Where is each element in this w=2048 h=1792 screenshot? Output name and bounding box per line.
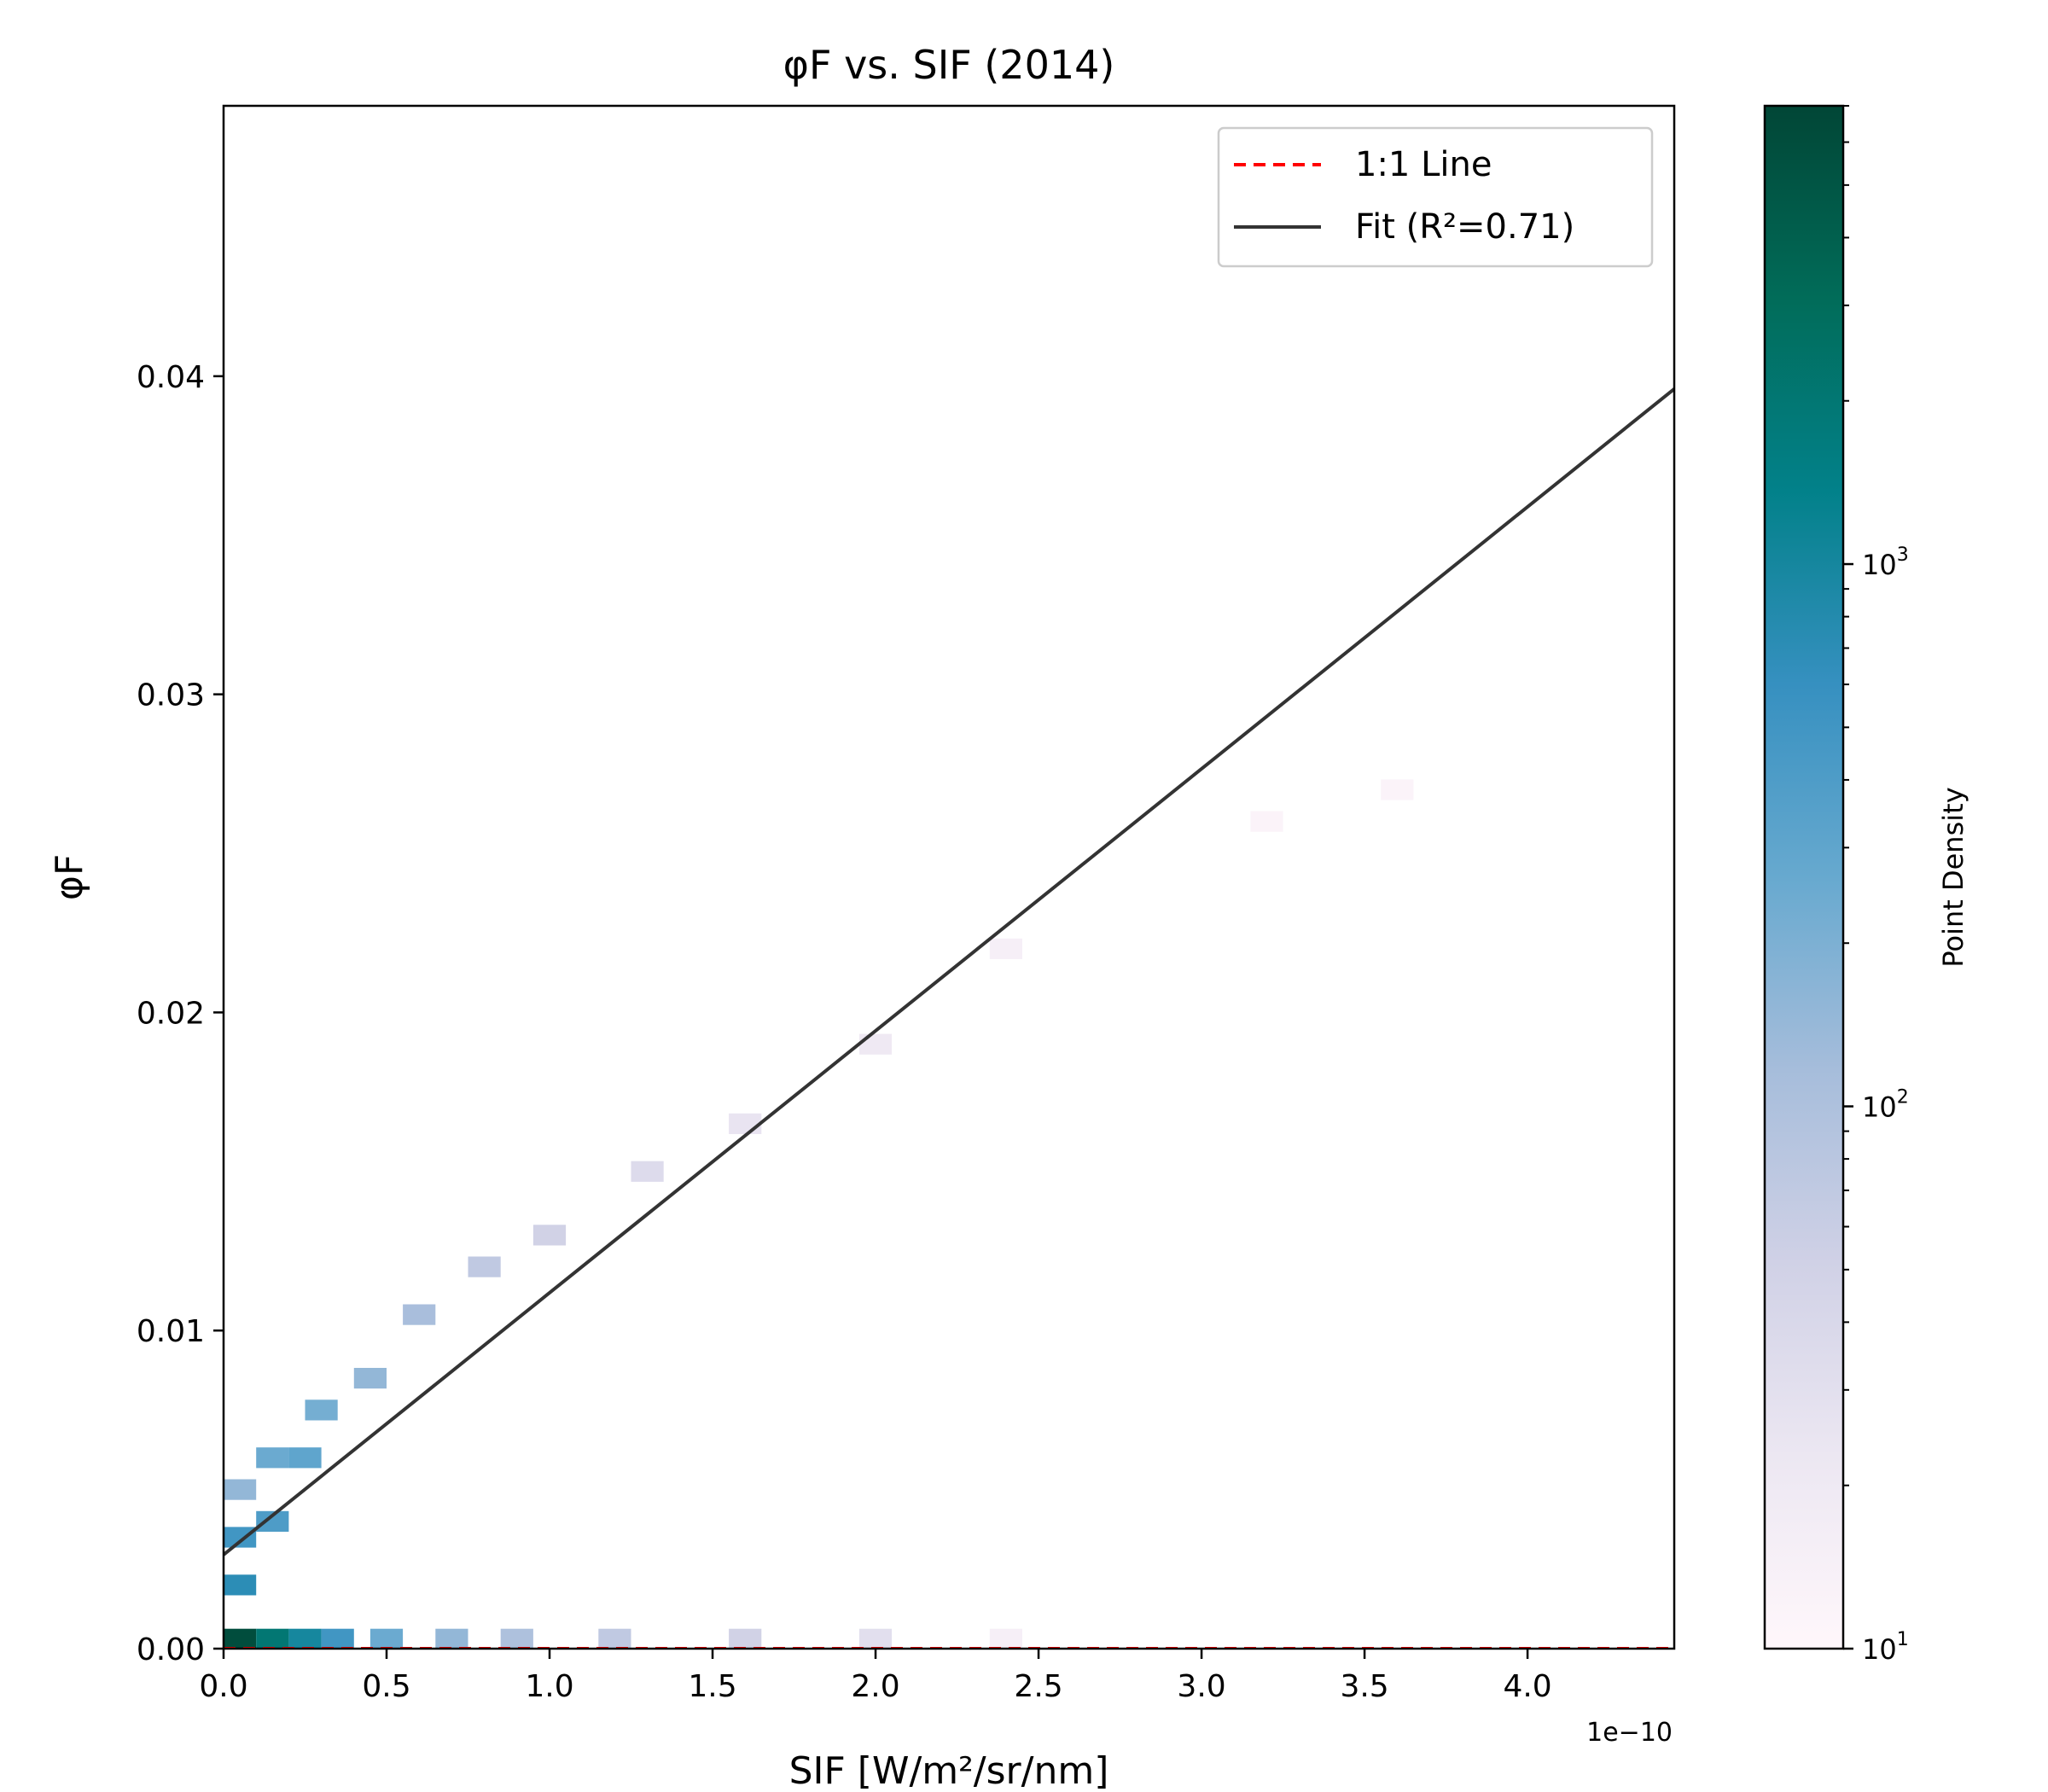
density-bin <box>989 1628 1022 1649</box>
y-tick-label: 0.03 <box>137 678 205 713</box>
density-bin <box>321 1628 354 1649</box>
x-tick-label: 0.5 <box>362 1669 410 1704</box>
density-bins <box>224 779 1414 1649</box>
colorbar-ticks: 101 102 103 <box>1843 105 1909 1666</box>
y-axis-label: φF <box>48 854 91 900</box>
legend: 1:1 Line Fit (R²=0.71) <box>1217 126 1654 268</box>
colorbar-tick-exponent: 2 <box>1897 1087 1909 1108</box>
density-bin <box>256 1628 289 1649</box>
density-bin <box>224 1628 257 1649</box>
colorbar-tick-exponent: 1 <box>1897 1629 1909 1650</box>
x-tick-label: 2.5 <box>1014 1669 1062 1704</box>
x-tick-label: 2.0 <box>851 1669 899 1704</box>
colorbar-gradient <box>1763 104 1845 1650</box>
colorbar-label: Point Density <box>1937 787 1969 967</box>
density-bin <box>729 1628 762 1649</box>
x-tick-label: 1.0 <box>525 1669 573 1704</box>
x-offset-text: 1e−10 <box>1586 1718 1673 1748</box>
y-tick-label: 0.01 <box>137 1314 205 1349</box>
plot-frame <box>222 104 1676 1650</box>
y-tick-label: 0.04 <box>137 360 205 395</box>
density-bin <box>500 1628 533 1649</box>
density-bin <box>403 1304 436 1325</box>
density-bin <box>435 1628 468 1649</box>
density-bin <box>729 1113 762 1134</box>
density-bin <box>532 1225 567 1246</box>
x-tick-label: 3.0 <box>1177 1669 1225 1704</box>
legend-label-fit: Fit (R²=0.71) <box>1355 207 1574 247</box>
density-bin <box>288 1447 322 1469</box>
density-bin <box>1250 811 1283 832</box>
colorbar-tick-label: 102 <box>1862 1087 1909 1124</box>
x-tick-label: 4.0 <box>1503 1669 1551 1704</box>
density-bin <box>1381 779 1414 800</box>
colorbar: 101 102 103 Point Density <box>1763 104 1969 1666</box>
colorbar-tick-exponent: 3 <box>1897 544 1909 566</box>
colorbar-tick-label: 101 <box>1862 1629 1909 1666</box>
density-bin <box>369 1628 404 1649</box>
x-tick-label: 0.0 <box>199 1669 247 1704</box>
y-axis: 0.00 0.01 0.02 0.03 0.04 <box>137 360 224 1667</box>
density-bin <box>858 1033 893 1055</box>
y-tick-label: 0.00 <box>137 1632 205 1667</box>
x-tick-label: 3.5 <box>1340 1669 1388 1704</box>
colorbar-tick-label: 103 <box>1862 544 1909 581</box>
density-bin <box>224 1574 257 1596</box>
density-bin <box>305 1399 338 1421</box>
series-lines <box>224 387 1674 1649</box>
legend-box <box>1217 126 1654 268</box>
density-bin <box>858 1628 893 1649</box>
density-bin <box>598 1628 631 1649</box>
density-bin <box>288 1628 322 1649</box>
density-bin <box>353 1368 387 1389</box>
density-bin <box>468 1256 501 1277</box>
x-axis: 0.0 0.5 1.0 1.5 2.0 2.5 3.0 3.5 4.0 <box>199 1649 1552 1704</box>
density-bin <box>224 1527 257 1548</box>
y-tick-label: 0.02 <box>137 996 205 1031</box>
density-bin <box>631 1161 664 1182</box>
density-bin <box>224 1479 257 1500</box>
legend-label-1to1: 1:1 Line <box>1355 145 1492 184</box>
density-bin <box>256 1447 289 1469</box>
x-axis-label: SIF [W/m²/sr/nm] <box>789 1749 1109 1792</box>
density-bin <box>989 938 1022 959</box>
chart-title: φF vs. SIF (2014) <box>783 42 1115 88</box>
fit-line <box>224 387 1674 1556</box>
x-tick-label: 1.5 <box>688 1669 736 1704</box>
